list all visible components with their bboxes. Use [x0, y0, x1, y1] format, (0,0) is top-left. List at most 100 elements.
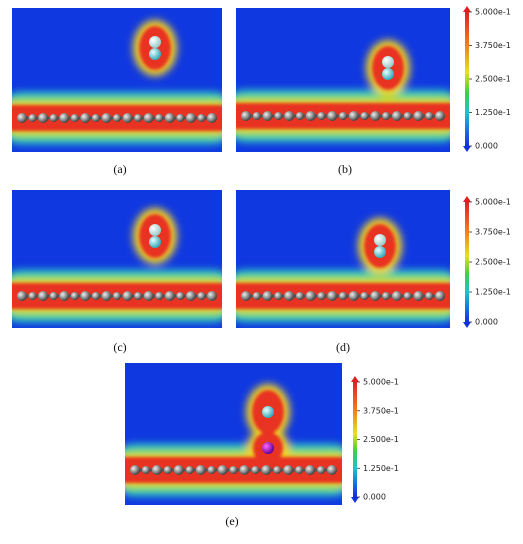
carbon-atom: [370, 291, 381, 301]
colorbar-tick-label: 1.250e-1: [475, 288, 511, 297]
h-atom: [149, 224, 161, 236]
carbon-atom: [339, 112, 347, 120]
carbon-atom: [305, 465, 316, 475]
carbon-atom: [155, 114, 164, 122]
carbon-atom: [339, 292, 347, 300]
carbon-atom: [360, 292, 369, 300]
carbon-atom: [176, 292, 185, 300]
carbon-atom: [274, 112, 283, 120]
carbon-atom: [284, 291, 295, 301]
carbon-atom: [59, 113, 70, 123]
carbon-atom: [207, 113, 217, 123]
carbon-atom: [403, 292, 412, 300]
carbon-atom: [327, 291, 338, 301]
carbon-atom: [164, 113, 175, 123]
colorbar-arrow: [351, 497, 359, 503]
colorbar-arrow: [463, 196, 471, 202]
colorbar-tick-label: 5.000e-1: [475, 198, 511, 207]
carbon-atom: [17, 291, 27, 301]
carbon-atom: [261, 465, 272, 475]
carbon-atom: [155, 292, 164, 300]
colorbar: [465, 12, 469, 146]
carbon-atom: [164, 291, 175, 301]
carbon-atom: [17, 113, 27, 123]
carbon-atom: [143, 113, 154, 123]
carbon-atom: [251, 466, 260, 474]
carbon-atom: [317, 466, 326, 474]
carbon-atom: [38, 291, 49, 301]
carbon-atom: [262, 291, 273, 301]
carbon-atom: [391, 111, 402, 121]
carbon-atom: [283, 465, 294, 475]
carbon-atom: [197, 114, 206, 122]
carbon-atom: [382, 112, 391, 120]
carbon-atom: [38, 113, 49, 123]
colorbar-tick-label: 5.000e-1: [363, 378, 399, 387]
colorbar-tick-label: 2.500e-1: [475, 75, 511, 84]
carbon-atom: [91, 114, 100, 122]
carbon-atom: [239, 465, 250, 475]
carbon-atom: [295, 466, 304, 474]
adatom: [262, 442, 274, 454]
carbon-atom: [122, 113, 133, 123]
elf-map: [125, 363, 342, 505]
panel-label: (d): [336, 340, 350, 354]
carbon-atom: [185, 291, 196, 301]
carbon-atom: [101, 291, 112, 301]
panel-label: (c): [113, 340, 126, 354]
carbon-atom: [348, 291, 359, 301]
h-atom: [262, 406, 274, 418]
colorbar-tick-label: 3.750e-1: [475, 41, 511, 50]
carbon-atom: [185, 466, 194, 474]
colorbar-arrow: [463, 146, 471, 152]
carbon-atom: [305, 291, 316, 301]
carbon-atom: [49, 114, 58, 122]
carbon-atom: [327, 111, 338, 121]
carbon-atom: [435, 111, 445, 121]
carbon-atom: [348, 111, 359, 121]
carbon-atom: [284, 111, 295, 121]
carbon-atom: [252, 112, 261, 120]
colorbar-tick-label: 3.750e-1: [475, 228, 511, 237]
colorbar-arrow: [463, 322, 471, 328]
carbon-atom: [327, 465, 337, 475]
carbon-atom: [173, 465, 184, 475]
colorbar-tick-label: 2.500e-1: [363, 435, 399, 444]
carbon-atom: [91, 292, 100, 300]
carbon-atom: [413, 291, 424, 301]
elf-map: [12, 8, 222, 152]
panel-label: (e): [225, 514, 238, 528]
colorbar-arrow: [351, 376, 359, 382]
colorbar-tick-label: 1.250e-1: [475, 108, 511, 117]
carbon-atom: [143, 291, 154, 301]
carbon-atom: [252, 292, 261, 300]
carbon-atom: [241, 111, 251, 121]
carbon-atom: [101, 113, 112, 123]
carbon-atom: [134, 292, 143, 300]
carbon-atom: [403, 112, 412, 120]
carbon-atom: [59, 291, 70, 301]
carbon-atom: [370, 111, 381, 121]
colorbar-arrow: [463, 6, 471, 12]
carbon-atom: [163, 466, 172, 474]
carbon-atom: [382, 292, 391, 300]
colorbar: [465, 202, 469, 322]
colorbar-tick-label: 0.000: [363, 493, 386, 502]
carbon-atom: [217, 465, 228, 475]
colorbar-tick-label: 0.000: [475, 142, 498, 151]
colorbar-tick-label: 3.750e-1: [363, 406, 399, 415]
carbon-atom: [176, 114, 185, 122]
colorbar-tick-label: 2.500e-1: [475, 258, 511, 267]
carbon-atom: [134, 114, 143, 122]
carbon-atom: [229, 466, 238, 474]
carbon-atom: [113, 114, 121, 122]
carbon-atom: [49, 292, 58, 300]
carbon-atom: [317, 112, 326, 120]
carbon-atom: [425, 292, 434, 300]
h-atom: [382, 56, 394, 68]
carbon-atom: [305, 111, 316, 121]
carbon-atom: [113, 292, 121, 300]
carbon-atom: [425, 112, 434, 120]
elf-map: [236, 190, 450, 328]
